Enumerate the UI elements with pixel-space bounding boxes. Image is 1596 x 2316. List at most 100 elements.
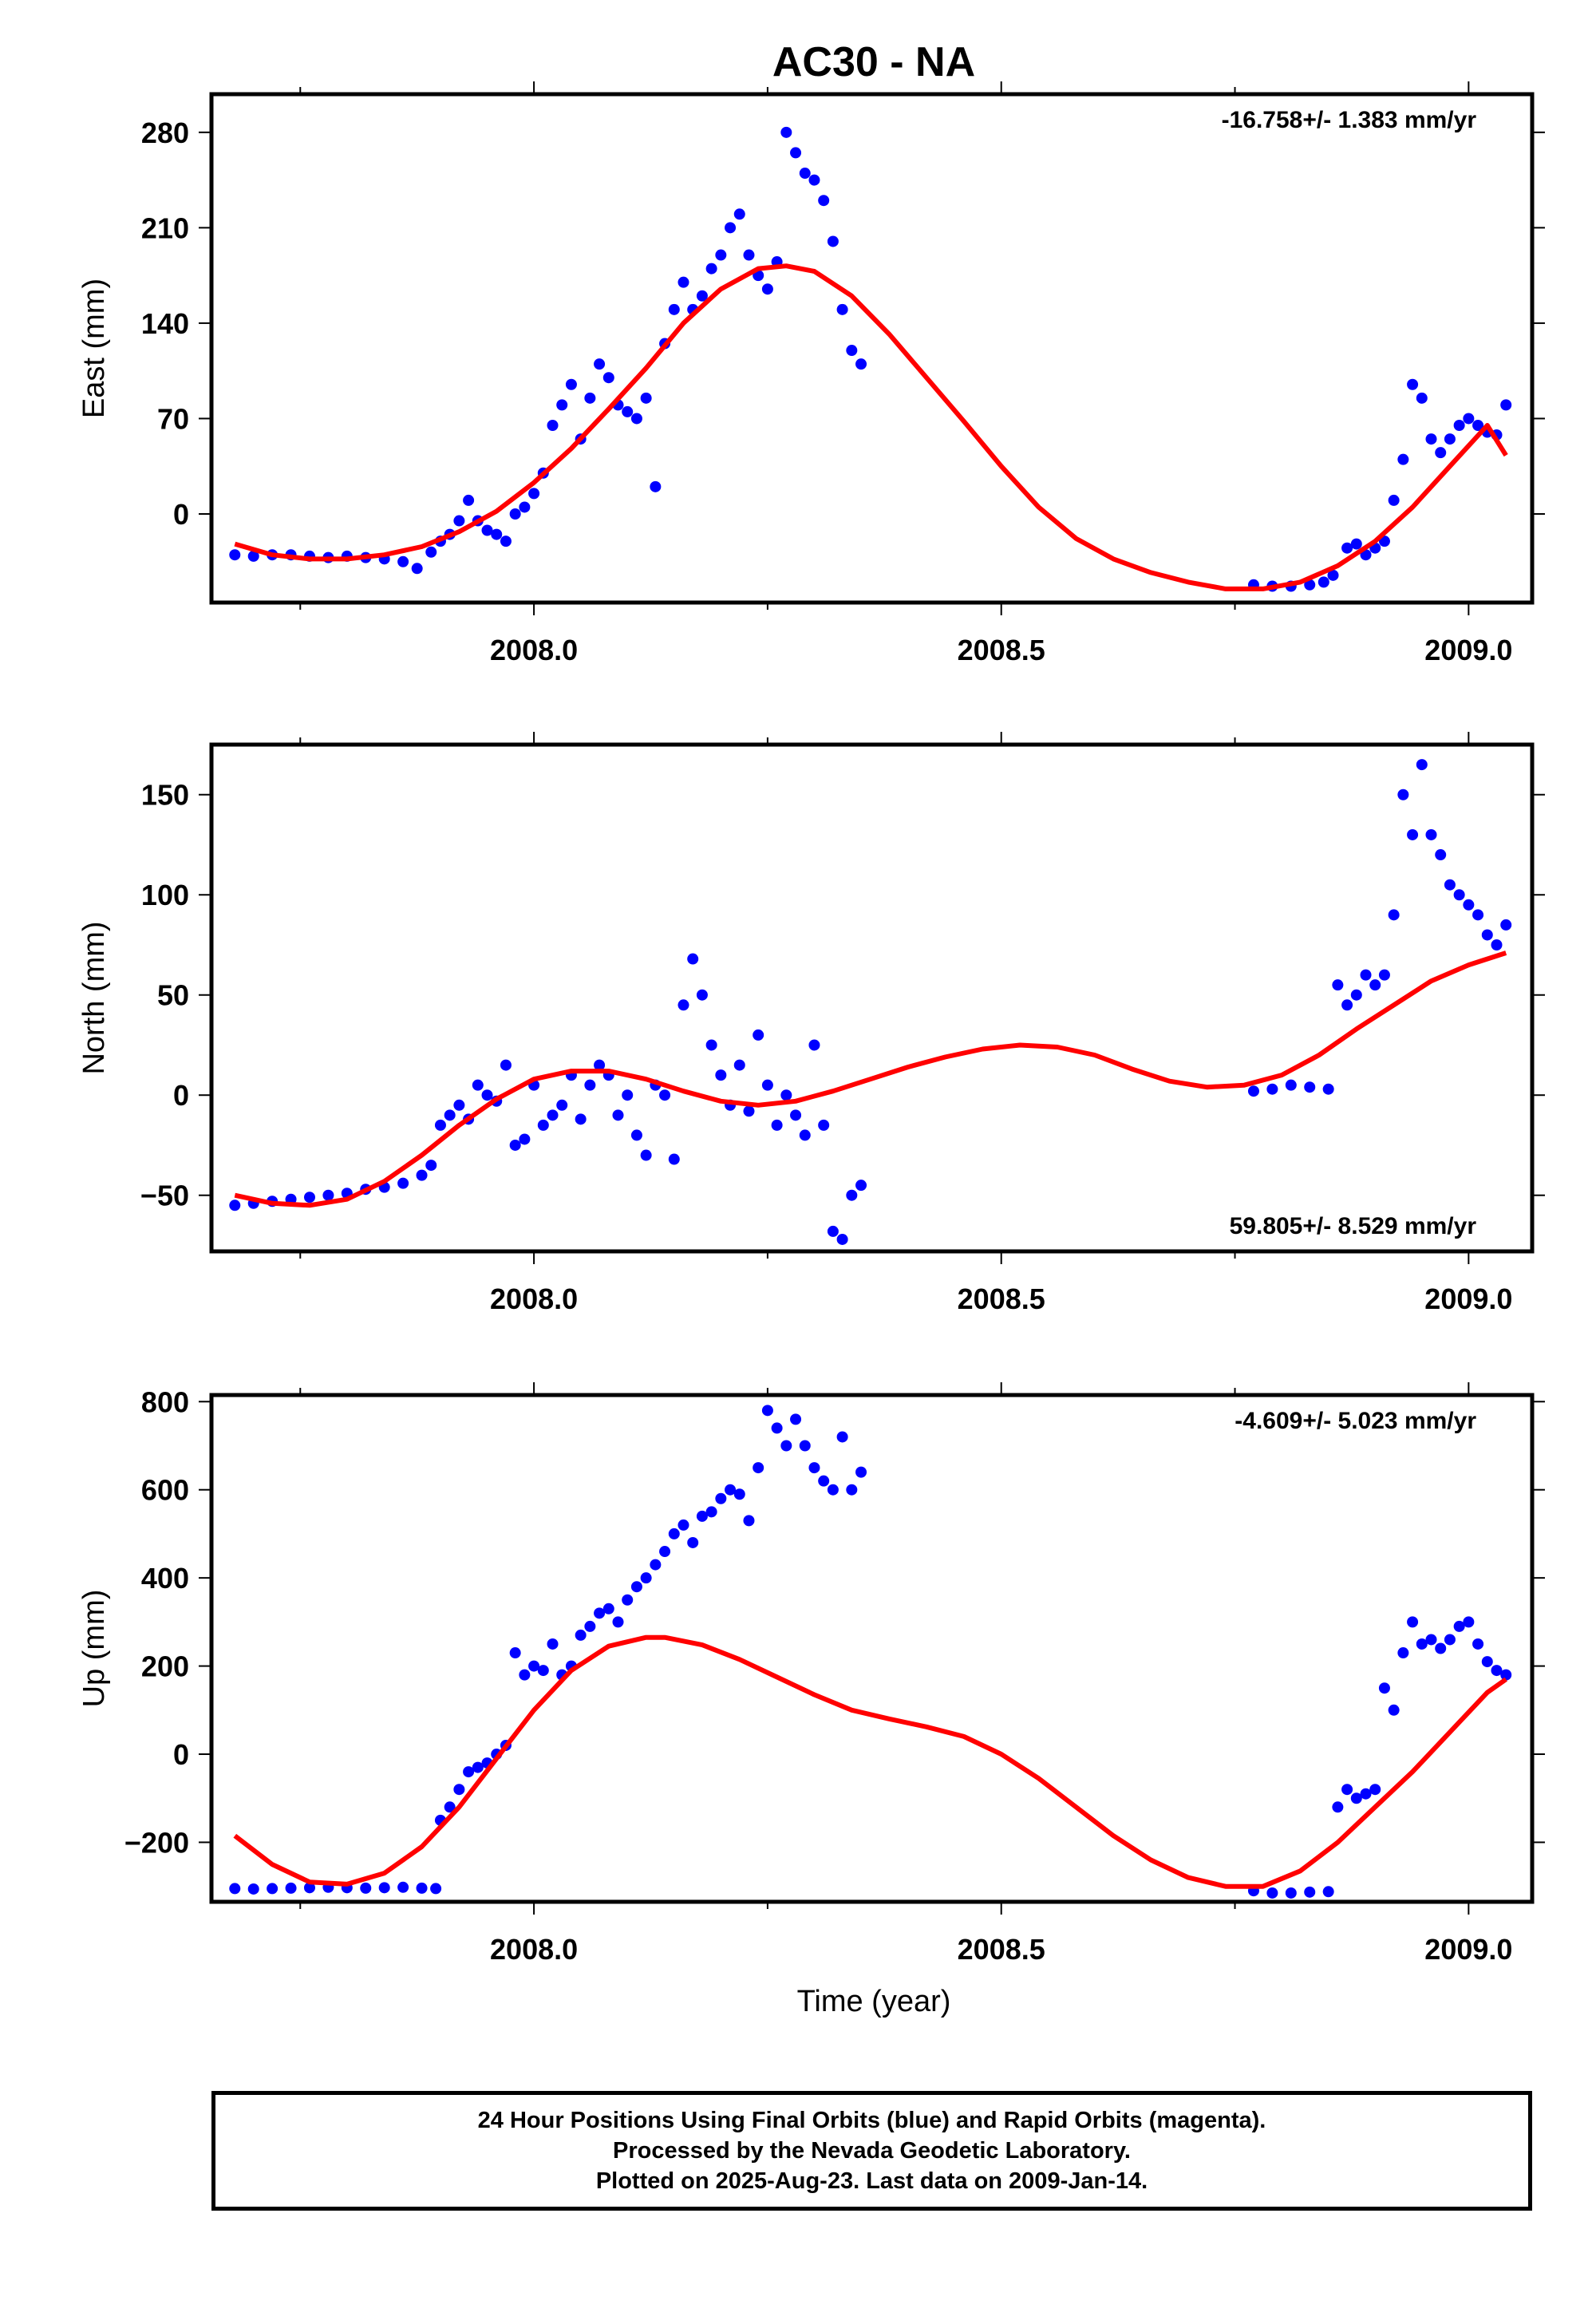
panel-up: −200 0 200 400 600 800 2008.0 2008.5 2009.0 Up (m… [77, 1382, 1545, 1966]
footer-box: 24 Hour Positions Using Final Orbits (bl… [211, 2091, 1532, 2211]
data-point [855, 358, 867, 370]
y-tick-label: 800 [141, 1385, 189, 1418]
data-point [229, 549, 241, 561]
data-point [827, 235, 839, 247]
x-tick-label: 2008.5 [958, 634, 1045, 666]
data-point [668, 1528, 680, 1539]
y-tick-label: 0 [173, 1079, 189, 1112]
data-point [556, 1099, 568, 1111]
data-point [509, 1647, 521, 1659]
data-point [1435, 447, 1447, 459]
y-tick-label: 0 [173, 1738, 189, 1771]
data-point [1350, 989, 1362, 1001]
data-point [594, 358, 606, 370]
data-point [827, 1484, 839, 1496]
data-point [678, 1519, 689, 1531]
data-point [668, 1153, 680, 1165]
data-point [547, 419, 559, 431]
data-point [705, 1506, 717, 1518]
data-point [650, 1559, 662, 1571]
data-point [1491, 1665, 1503, 1677]
plot-frame [209, 742, 1535, 1254]
x-tick-label: 2008.0 [490, 1282, 578, 1315]
data-point [463, 1766, 475, 1778]
data-point [1397, 453, 1409, 465]
data-point [1444, 879, 1456, 891]
data-point [1481, 929, 1493, 941]
data-point [678, 999, 689, 1011]
data-point [247, 1883, 259, 1895]
data-point [696, 290, 708, 302]
data-point [668, 303, 680, 315]
data-point [1407, 378, 1419, 390]
data-point [434, 1119, 446, 1131]
data-point [1435, 849, 1447, 861]
data-point [1416, 1638, 1428, 1650]
x-axis-label: Time (year) [797, 1985, 951, 2018]
y-tick-label: −200 [124, 1826, 189, 1859]
footer-line-1: 24 Hour Positions Using Final Orbits (bl… [477, 2108, 1266, 2133]
plot-area-north [229, 759, 1512, 1245]
y-tick-label: 140 [141, 307, 189, 340]
plot-area-east [229, 126, 1512, 592]
data-point [397, 1177, 409, 1189]
data-point [1416, 759, 1428, 771]
data-point [1463, 899, 1475, 911]
data-point [594, 1607, 606, 1619]
x-tick-label: 2009.0 [1424, 634, 1512, 666]
data-point [1453, 1620, 1465, 1632]
data-point [1444, 1634, 1456, 1646]
data-point [640, 1572, 652, 1584]
data-point [430, 1883, 442, 1895]
data-point [799, 1440, 811, 1452]
data-point [808, 174, 820, 186]
x-tick-label: 2009.0 [1424, 1282, 1512, 1315]
data-point [1500, 399, 1512, 411]
data-point [761, 1405, 773, 1417]
data-point [509, 508, 521, 520]
data-point [855, 1180, 867, 1192]
data-point [360, 1882, 372, 1894]
data-point [411, 563, 423, 575]
data-point [818, 1475, 830, 1487]
data-point [1453, 889, 1465, 901]
data-point [827, 1225, 839, 1237]
data-point [715, 1492, 727, 1504]
data-point [790, 147, 802, 159]
y-tick-label: 280 [141, 117, 189, 149]
y-tick-label: 210 [141, 211, 189, 244]
data-point [519, 1669, 531, 1681]
data-point [500, 536, 512, 547]
data-point [547, 1638, 559, 1650]
data-point [463, 494, 475, 506]
y-tick-label: 100 [141, 879, 189, 911]
data-point [687, 953, 699, 965]
data-point [1285, 1079, 1297, 1091]
data-point [303, 1192, 315, 1203]
y-tick-label: 600 [141, 1474, 189, 1507]
data-point [1360, 1788, 1372, 1800]
data-point [659, 1089, 671, 1101]
data-point [565, 378, 577, 390]
data-point [678, 276, 689, 288]
data-point [1341, 542, 1353, 554]
data-point [425, 1160, 437, 1172]
data-point [1416, 392, 1428, 404]
data-point [481, 1089, 493, 1101]
data-point [650, 480, 662, 492]
data-point [416, 1882, 428, 1894]
data-point [1472, 1638, 1484, 1650]
data-point [1491, 939, 1503, 951]
data-point [491, 528, 503, 540]
data-point [705, 263, 717, 275]
data-point [1247, 1085, 1259, 1097]
data-point [1397, 788, 1409, 800]
data-point [444, 1801, 456, 1813]
data-point [771, 1422, 783, 1434]
data-point [753, 1462, 764, 1474]
data-point [790, 1413, 802, 1425]
data-point [659, 1546, 671, 1558]
data-point [1327, 569, 1339, 581]
data-point [687, 1536, 699, 1548]
data-point [725, 222, 737, 234]
